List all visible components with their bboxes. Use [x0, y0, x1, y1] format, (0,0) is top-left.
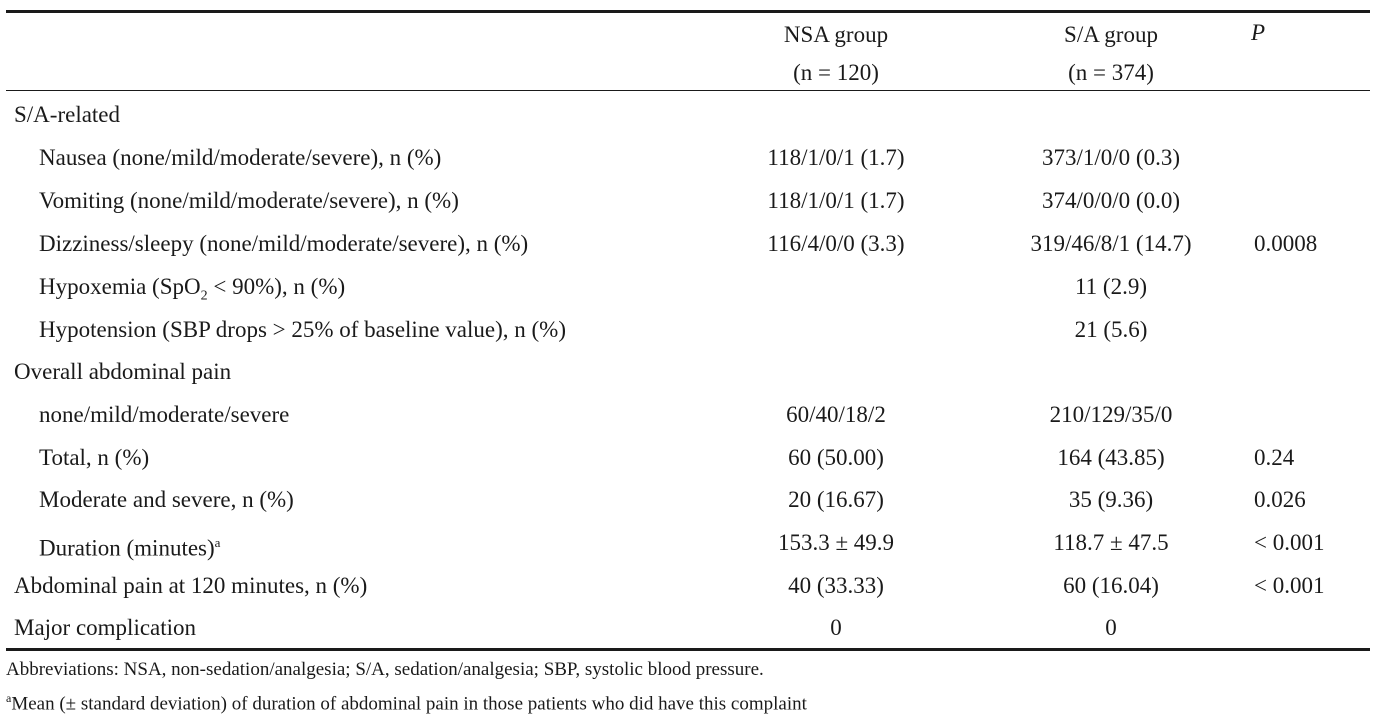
table-row: Total, n (%) 60 (50.00) 164 (43.85) 0.24: [6, 437, 1370, 479]
nsa-value: 153.3 ± 49.9: [777, 530, 895, 555]
row-label: S/A-related: [14, 102, 121, 127]
p-value: 0.24: [1254, 445, 1295, 470]
nsa-value: 0: [830, 615, 842, 640]
p-value: < 0.001: [1254, 573, 1325, 598]
row-label: Overall abdominal pain: [14, 359, 232, 384]
table-row: Vomiting (none/mild/moderate/severe), n …: [6, 180, 1370, 222]
header-sa-group: S/A group (n = 374): [1016, 20, 1206, 88]
row-label: Abdominal pain at 120 minutes, n (%): [14, 573, 368, 598]
subscript-2: 2: [200, 288, 208, 304]
sa-value: 210/129/35/0: [1049, 402, 1173, 427]
nsa-value: 40 (33.33): [788, 573, 884, 598]
row-label: Duration (minutes)a: [39, 522, 220, 570]
nsa-value: 60 (50.00): [788, 445, 884, 470]
row-label: Total, n (%): [39, 445, 150, 470]
sa-value: 21 (5.6): [1074, 317, 1148, 342]
nsa-value: 118/1/0/1 (1.7): [767, 145, 905, 170]
row-label: none/mild/moderate/severe: [39, 402, 290, 427]
sa-value: 118.7 ± 47.5: [1053, 530, 1169, 555]
sa-value: 319/46/8/1 (14.7): [1030, 231, 1192, 256]
table-row: Major complication 0 0: [6, 607, 1370, 649]
sa-value: 0: [1105, 615, 1117, 640]
abbreviations-note: Abbreviations: NSA, non-sedation/analges…: [6, 659, 764, 680]
sa-value: 374/0/0/0 (0.0): [1042, 188, 1180, 213]
header-p-value: P: [1251, 20, 1266, 45]
row-label: Dizziness/sleepy (none/mild/moderate/sev…: [39, 231, 529, 256]
table-top-rule: [6, 10, 1370, 13]
header-sa-title: S/A group: [1064, 22, 1158, 47]
p-value: 0.026: [1254, 487, 1306, 512]
row-label-text: Hypoxemia (SpO: [39, 274, 201, 299]
table-footnotes: Abbreviations: NSA, non-sedation/analges…: [6, 656, 807, 718]
table-row: Hypotension (SBP drops > 25% of baseline…: [6, 309, 1370, 351]
nsa-value: 118/1/0/1 (1.7): [767, 188, 905, 213]
table-row: Dizziness/sleepy (none/mild/moderate/sev…: [6, 223, 1370, 265]
row-label: Nausea (none/mild/moderate/severe), n (%…: [39, 145, 442, 170]
sa-value: 60 (16.04): [1063, 573, 1159, 598]
duration-footnote: aMean (± standard deviation) of duration…: [6, 684, 807, 718]
footnote-mark: a: [214, 535, 221, 550]
table-bottom-rule: [6, 648, 1370, 651]
row-label: Moderate and severe, n (%): [39, 487, 294, 512]
row-label-text: Duration (minutes): [39, 535, 215, 561]
sa-value: 11 (2.9): [1075, 274, 1147, 299]
header-sa-count: (n = 374): [1068, 60, 1154, 85]
row-label: Hypotension (SBP drops > 25% of baseline…: [39, 317, 566, 342]
header-nsa-count: (n = 120): [793, 60, 879, 85]
footnote-text: Mean (± standard deviation) of duration …: [11, 693, 807, 715]
header-nsa-title: NSA group: [783, 22, 889, 47]
header-rule: [6, 90, 1370, 91]
nsa-value: 60/40/18/2: [786, 402, 886, 427]
row-label: Vomiting (none/mild/moderate/severe), n …: [39, 188, 459, 213]
nsa-value: 116/4/0/0 (3.3): [767, 231, 905, 256]
footnote-mark: a: [6, 691, 12, 705]
p-value: 0.0008: [1254, 231, 1318, 256]
table-row: Hypoxemia (SpO2 < 90%), n (%) 11 (2.9): [6, 266, 1370, 308]
table-row: Abdominal pain at 120 minutes, n (%) 40 …: [6, 565, 1370, 607]
row-label-text-rest: < 90%), n (%): [207, 274, 346, 299]
sa-value: 35 (9.36): [1068, 487, 1154, 512]
row-label: Hypoxemia (SpO2 < 90%), n (%): [39, 266, 345, 318]
sa-value: 164 (43.85): [1057, 445, 1165, 470]
table-row: Duration (minutes)a 153.3 ± 49.9 118.7 ±…: [6, 522, 1370, 564]
table-row: Overall abdominal pain: [6, 351, 1370, 393]
table-row: none/mild/moderate/severe 60/40/18/2 210…: [6, 394, 1370, 436]
nsa-value: 20 (16.67): [788, 487, 884, 512]
sa-value: 373/1/0/0 (0.3): [1042, 145, 1180, 170]
table-row: Nausea (none/mild/moderate/severe), n (%…: [6, 137, 1370, 179]
p-value: < 0.001: [1254, 530, 1325, 555]
row-label: Major complication: [14, 615, 197, 640]
table-row: Moderate and severe, n (%) 20 (16.67) 35…: [6, 479, 1370, 521]
header-nsa-group: NSA group (n = 120): [746, 20, 926, 88]
table-row: S/A-related: [6, 94, 1370, 136]
